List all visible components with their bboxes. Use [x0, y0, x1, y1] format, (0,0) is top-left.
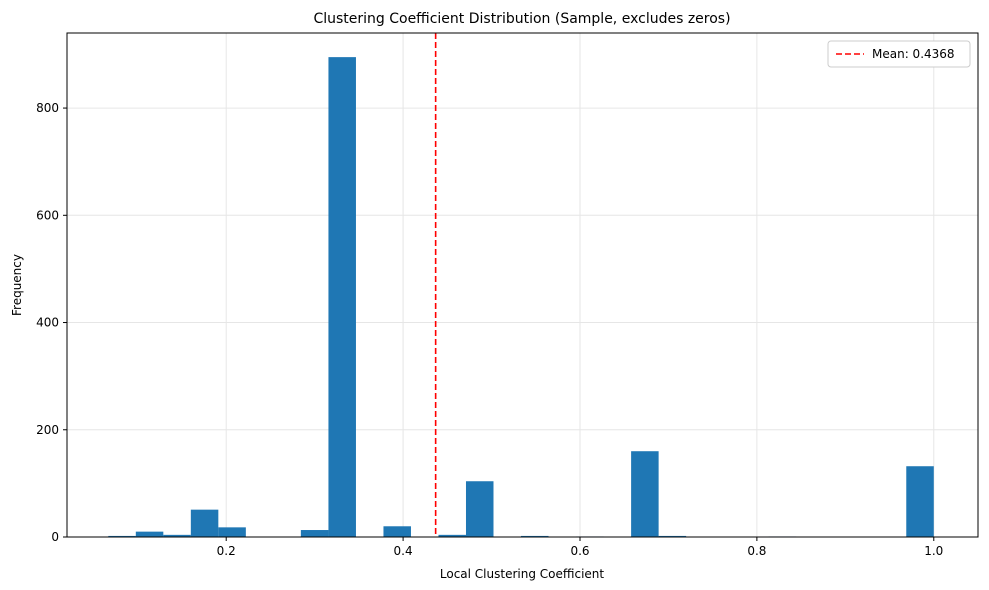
- y-axis-ticks: 0 200 400 600 800: [36, 101, 67, 544]
- y-tick-label: 400: [36, 316, 59, 330]
- chart-title: Clustering Coefficient Distribution (Sam…: [313, 11, 730, 27]
- histogram-bar: [108, 535, 136, 537]
- x-tick-label: 0.8: [747, 544, 766, 558]
- histogram-bar: [328, 57, 356, 538]
- x-tick-label: 1.0: [924, 544, 943, 558]
- histogram-bar: [631, 451, 659, 537]
- x-axis-label: Local Clustering Coefficient: [440, 567, 605, 581]
- legend: Mean: 0.4368: [827, 40, 971, 68]
- y-axis-label: Frequency: [10, 254, 24, 316]
- histogram-bar: [520, 535, 549, 537]
- histogram-bar: [906, 466, 934, 537]
- histogram-bar: [135, 531, 164, 537]
- x-tick-label: 0.6: [570, 544, 589, 558]
- histogram-bar: [190, 509, 219, 537]
- x-tick-label: 0.4: [394, 544, 413, 558]
- y-tick-label: 0: [51, 530, 59, 544]
- grid-lines: [67, 33, 978, 538]
- legend-box: [827, 40, 971, 68]
- histogram-bar: [163, 534, 191, 537]
- x-tick-label: 0.2: [217, 544, 236, 558]
- y-tick-label: 600: [36, 208, 59, 222]
- y-tick-label: 200: [36, 423, 59, 437]
- y-tick-label: 800: [36, 101, 59, 115]
- legend-mean-label: Mean: 0.4368: [872, 47, 955, 61]
- histogram-bar: [383, 526, 411, 537]
- histogram-bar: [658, 535, 687, 537]
- histogram-bar: [218, 527, 246, 537]
- histogram-bar: [438, 534, 466, 537]
- histogram-bar: [465, 481, 494, 537]
- plot-frame: [66, 32, 979, 538]
- histogram-bar: [300, 530, 329, 537]
- x-axis-ticks: 0.2 0.4 0.6 0.8 1.0: [217, 537, 943, 558]
- bars-group: [108, 57, 934, 538]
